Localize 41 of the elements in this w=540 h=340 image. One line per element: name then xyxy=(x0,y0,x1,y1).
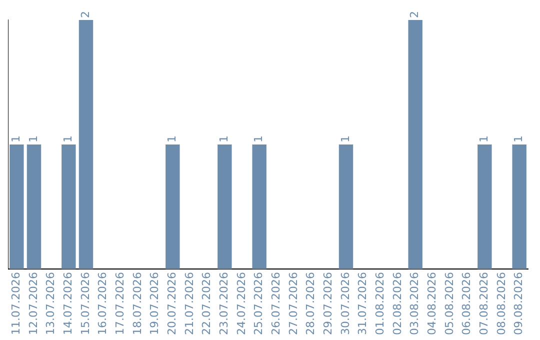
x-tick-label: 11.07.2026 xyxy=(10,272,23,336)
x-tick-label: 07.08.2026 xyxy=(478,272,491,336)
x-tick-label: 16.07.2026 xyxy=(96,272,110,336)
x-tick-label: 30.07.2026 xyxy=(338,272,352,336)
data-label: 1 xyxy=(62,136,75,143)
data-label: 2 xyxy=(78,11,92,18)
x-tick-label: 04.08.2026 xyxy=(426,272,439,336)
data-label: 1 xyxy=(26,136,40,143)
x-tick-label: 06.08.2026 xyxy=(460,272,474,336)
x-tick-label: 09.08.2026 xyxy=(512,272,526,336)
x-tick-label: 14.07.2026 xyxy=(62,272,75,336)
data-label: 1 xyxy=(10,136,23,143)
x-tick-label: 03.08.2026 xyxy=(408,272,422,336)
x-tick-label: 26.07.2026 xyxy=(270,272,283,336)
x-tick-label: 08.08.2026 xyxy=(494,272,508,336)
x-tick-label: 12.07.2026 xyxy=(26,272,40,336)
x-tick-label: 01.08.2026 xyxy=(374,272,387,336)
x-tick-label: 05.08.2026 xyxy=(442,272,456,336)
x-tick-label: 29.07.2026 xyxy=(322,272,335,336)
x-tick-label: 02.08.2026 xyxy=(390,272,404,336)
x-tick-label: 13.07.2026 xyxy=(44,272,58,336)
x-tick-label: 25.07.2026 xyxy=(252,272,266,336)
x-tick-label: 21.07.2026 xyxy=(182,272,196,336)
x-tick-label: 19.07.2026 xyxy=(148,272,162,336)
x-tick-label: 15.07.2026 xyxy=(78,272,92,336)
x-tick-label: 22.07.2026 xyxy=(200,272,214,336)
x-tick-label: 20.07.2026 xyxy=(166,272,179,336)
data-label: 1 xyxy=(512,136,526,143)
data-label: 2 xyxy=(408,11,422,18)
x-tick-label: 27.07.2026 xyxy=(286,272,300,336)
x-tick-label: 23.07.2026 xyxy=(218,272,231,336)
data-label: 1 xyxy=(166,136,179,143)
data-label: 1 xyxy=(478,136,491,143)
data-label: 1 xyxy=(338,136,352,143)
data-label: 1 xyxy=(252,136,266,143)
x-tick-label: 24.07.2026 xyxy=(234,272,248,336)
x-tick-label: 28.07.2026 xyxy=(304,272,318,336)
x-tick-label: 17.07.2026 xyxy=(114,272,127,336)
data-label: 1 xyxy=(218,136,231,143)
x-tick-label: 31.07.2026 xyxy=(356,272,370,336)
x-tick-label: 18.07.2026 xyxy=(130,272,144,336)
